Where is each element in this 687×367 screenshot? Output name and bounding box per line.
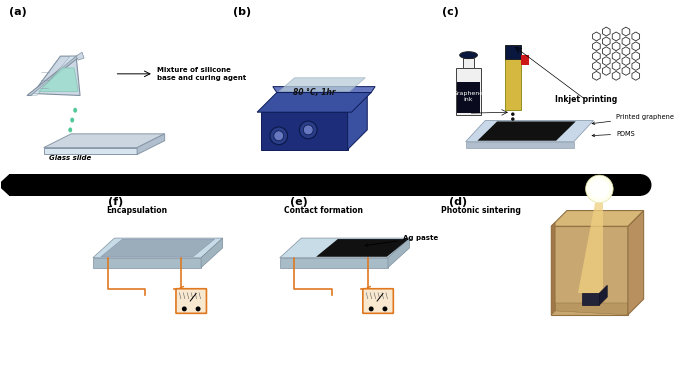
Text: Graphene
ink: Graphene ink (453, 91, 484, 102)
Text: Printed graphene: Printed graphene (592, 114, 674, 124)
Circle shape (511, 132, 515, 135)
Polygon shape (44, 148, 137, 155)
Polygon shape (257, 92, 371, 112)
Ellipse shape (70, 117, 74, 123)
Polygon shape (466, 120, 594, 142)
Text: Encapsulation: Encapsulation (106, 206, 168, 215)
Polygon shape (93, 238, 223, 258)
Circle shape (274, 131, 284, 141)
Polygon shape (280, 258, 388, 268)
Circle shape (383, 306, 387, 311)
Polygon shape (44, 134, 165, 148)
Text: (c): (c) (442, 7, 459, 17)
Text: (a): (a) (9, 7, 27, 17)
Polygon shape (555, 303, 628, 315)
FancyBboxPatch shape (176, 289, 207, 313)
Polygon shape (628, 211, 644, 315)
Polygon shape (578, 203, 603, 293)
Polygon shape (31, 56, 76, 95)
Ellipse shape (460, 52, 477, 59)
Polygon shape (455, 68, 482, 115)
Polygon shape (551, 211, 644, 226)
Polygon shape (466, 142, 574, 148)
Polygon shape (505, 45, 521, 59)
Polygon shape (521, 55, 528, 65)
Circle shape (511, 122, 515, 126)
Polygon shape (280, 238, 409, 258)
Circle shape (511, 112, 515, 116)
Polygon shape (38, 68, 78, 91)
Text: Ag paste: Ag paste (365, 235, 438, 247)
Polygon shape (316, 239, 409, 257)
Polygon shape (261, 112, 348, 150)
Polygon shape (273, 87, 375, 92)
Text: (e): (e) (289, 197, 307, 207)
Circle shape (511, 127, 515, 131)
Polygon shape (101, 239, 215, 257)
Text: Photonic sintering: Photonic sintering (442, 206, 521, 215)
Polygon shape (93, 258, 201, 268)
Circle shape (369, 306, 374, 311)
Polygon shape (551, 226, 628, 315)
Circle shape (585, 175, 613, 203)
Circle shape (270, 127, 288, 145)
Text: (d): (d) (449, 197, 467, 207)
Text: PDMS: PDMS (592, 131, 635, 137)
Polygon shape (137, 134, 165, 155)
Polygon shape (348, 92, 368, 150)
Text: Glass slide: Glass slide (49, 156, 91, 161)
Text: Mixture of silicone: Mixture of silicone (157, 67, 231, 73)
Ellipse shape (68, 127, 72, 132)
Polygon shape (0, 174, 9, 196)
Circle shape (304, 125, 313, 135)
Text: Contact formation: Contact formation (284, 206, 363, 215)
Polygon shape (505, 59, 521, 110)
Polygon shape (477, 121, 576, 141)
Polygon shape (76, 52, 84, 60)
Text: (b): (b) (232, 7, 251, 17)
Circle shape (589, 179, 609, 199)
Polygon shape (582, 293, 599, 305)
Ellipse shape (74, 108, 77, 113)
Polygon shape (33, 56, 80, 95)
Text: base and curing agent: base and curing agent (157, 75, 246, 81)
Wedge shape (641, 174, 651, 196)
Text: (f): (f) (108, 197, 123, 207)
Polygon shape (599, 285, 607, 305)
Text: 80 °C, 1hr: 80 °C, 1hr (293, 88, 335, 97)
Circle shape (300, 121, 317, 139)
Circle shape (182, 306, 187, 311)
Polygon shape (551, 222, 555, 315)
Polygon shape (388, 238, 409, 268)
Polygon shape (9, 174, 641, 196)
Text: Inkjet printing: Inkjet printing (556, 95, 618, 104)
Circle shape (196, 306, 201, 311)
Polygon shape (27, 56, 80, 95)
Polygon shape (201, 238, 223, 268)
Circle shape (511, 117, 515, 121)
Polygon shape (457, 82, 480, 113)
FancyBboxPatch shape (363, 289, 394, 313)
Polygon shape (279, 78, 365, 91)
Polygon shape (462, 58, 475, 68)
